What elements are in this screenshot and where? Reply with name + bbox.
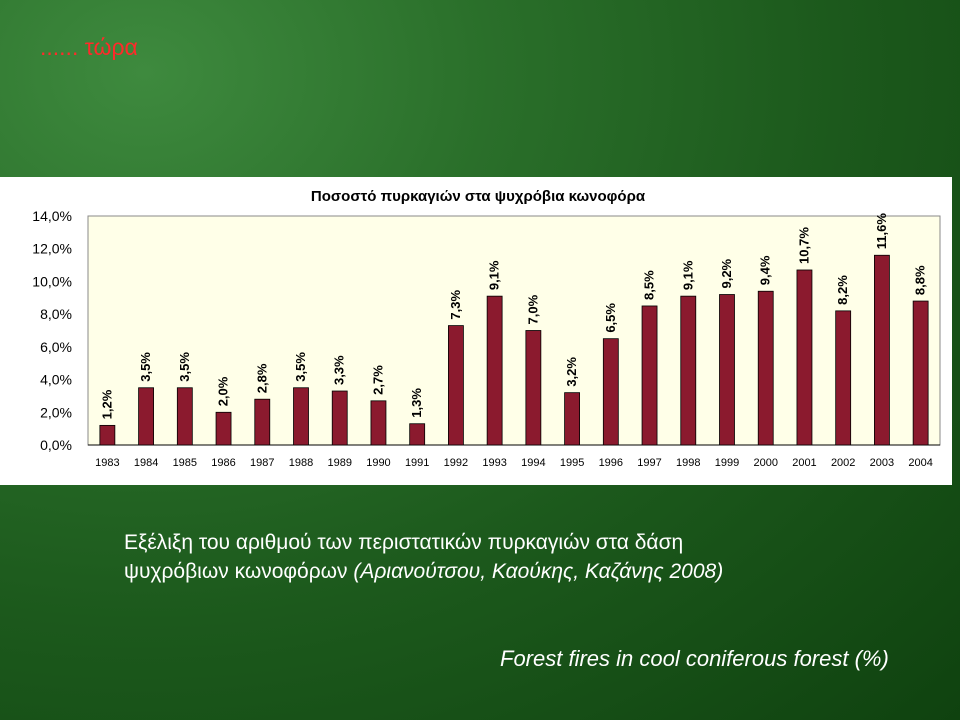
bar-1995 (564, 392, 580, 446)
data-label-1993: 9,1% (487, 260, 502, 290)
y-tick-label-1: 2,0% (40, 404, 72, 420)
bar-1983 (99, 424, 116, 446)
bar-1991 (409, 423, 426, 446)
x-tick-labels: 1983 1984 1985 1986 1987 1988 1989 1990 1991 1992… (95, 457, 933, 469)
data-label-1997: 8,5% (642, 270, 657, 300)
caption-citation: (Αριανούτσου, Καούκης, Καζάνης 2008) (353, 560, 724, 583)
x-tick-label-2002: 2002 (831, 457, 855, 469)
x-tick-label-1997: 1997 (637, 457, 661, 469)
data-label-2001: 10,7% (796, 227, 811, 264)
data-label-1999: 9,2% (719, 258, 734, 288)
bar-1990 (370, 400, 387, 446)
x-tick-label-2004: 2004 (908, 457, 932, 469)
x-tick-label-1991: 1991 (405, 457, 429, 469)
bar-1998 (680, 295, 697, 446)
data-label-1991: 1,3% (409, 388, 424, 418)
y-tick-label-2: 4,0% (40, 372, 72, 388)
bar-2000 (757, 290, 774, 446)
slide-title: ...... τώρα (40, 34, 138, 60)
bar-1999 (719, 294, 735, 446)
bar-1992 (448, 325, 464, 446)
x-tick-label-1988: 1988 (289, 457, 313, 469)
x-tick-label-1996: 1996 (599, 457, 623, 469)
bar-1997 (641, 305, 658, 446)
caption-line-2-prefix: ψυχρόβιων κωνοφόρων (124, 560, 354, 583)
y-tick-label-0: 0,0% (40, 437, 72, 453)
x-tick-label-1990: 1990 (366, 457, 390, 469)
x-tick-label-1986: 1986 (211, 457, 235, 469)
chart-title: Ποσοστό πυρκαγιών στα ψυχρόβια κωνοφόρα (311, 188, 646, 205)
x-tick-label-2003: 2003 (870, 457, 894, 469)
caption-english: Forest fires in cool coniferous forest (… (500, 646, 889, 671)
data-label-1992: 7,3% (448, 290, 463, 320)
y-tick-label-6: 12,0% (32, 241, 72, 257)
x-tick-label-1983: 1983 (95, 457, 119, 469)
y-tick-label-3: 6,0% (40, 339, 72, 355)
data-label-2000: 9,4% (758, 255, 773, 285)
bar-1996 (602, 338, 619, 446)
chart-panel: Ποσοστό πυρκαγιών στα ψυχρόβια κωνοφόρα … (0, 177, 952, 485)
y-tick-label-5: 10,0% (32, 273, 72, 289)
data-label-2004: 8,8% (913, 265, 928, 295)
bar-1988 (293, 387, 309, 446)
x-tick-label-2001: 2001 (792, 457, 816, 469)
data-label-1996: 6,5% (603, 303, 618, 333)
data-label-1987: 2,8% (254, 363, 269, 393)
bar-1987 (254, 398, 271, 446)
data-label-1989: 3,3% (332, 355, 347, 385)
data-label-1998: 9,1% (680, 260, 695, 290)
caption-greek: Εξέλιξη του αριθμού των περιστατικών πυρ… (124, 528, 904, 586)
y-tick-label-4: 8,0% (40, 306, 72, 322)
x-tick-label-1984: 1984 (134, 457, 158, 469)
bar-1985 (176, 387, 193, 446)
data-label-1983: 1,2% (99, 389, 114, 419)
x-tick-label-1994: 1994 (521, 457, 545, 469)
x-tick-label-1998: 1998 (676, 457, 700, 469)
x-tick-label-1995: 1995 (560, 457, 584, 469)
y-tick-labels: 0,0% 2,0% 4,0% 6,0% 8,0% 10,0% 12,0% 14,0% (32, 208, 72, 453)
y-tick-label-7: 14,0% (32, 208, 72, 224)
bar-2002 (835, 310, 852, 446)
x-tick-label-1985: 1985 (173, 457, 197, 469)
bar-1986 (215, 411, 232, 446)
x-tick-label-1993: 1993 (482, 457, 506, 469)
caption-line-1: Εξέλιξη του αριθμού των περιστατικών πυρ… (124, 531, 684, 554)
bar-2004 (912, 300, 929, 446)
data-label-1995: 3,2% (564, 357, 579, 387)
x-tick-label-1999: 1999 (715, 457, 739, 469)
bar-1993 (486, 295, 503, 446)
data-label-1985: 3,5% (177, 352, 192, 382)
data-label-1984: 3,5% (138, 352, 153, 382)
data-label-1988: 3,5% (293, 352, 308, 382)
x-tick-label-2000: 2000 (753, 457, 777, 469)
x-tick-label-1989: 1989 (327, 457, 351, 469)
data-label-2003: 11,6% (874, 213, 889, 250)
caption-line-2: ψυχρόβιων κωνοφόρων (Αριανούτσου, Καούκη… (124, 557, 904, 586)
x-tick-label-1987: 1987 (250, 457, 274, 469)
data-label-2002: 8,2% (835, 275, 850, 305)
bar-2001 (796, 269, 813, 446)
bars-group (99, 254, 929, 446)
bar-2003 (874, 254, 890, 446)
bar-1989 (331, 390, 348, 446)
bar-1994 (525, 330, 542, 446)
data-label-1986: 2,0% (216, 376, 231, 406)
x-tick-label-1992: 1992 (444, 457, 468, 469)
bar-labels-group: 1,2% 3,5% 3,5% 2,0% 2,8% 3,5% 3,3% 2,7% 1,3% 7,3%… (99, 213, 927, 420)
data-label-1990: 2,7% (370, 365, 385, 395)
bar-1984 (138, 387, 154, 446)
data-label-1994: 7,0% (525, 294, 540, 324)
bar-chart: Ποσοστό πυρκαγιών στα ψυχρόβια κωνοφόρα … (32, 188, 941, 469)
